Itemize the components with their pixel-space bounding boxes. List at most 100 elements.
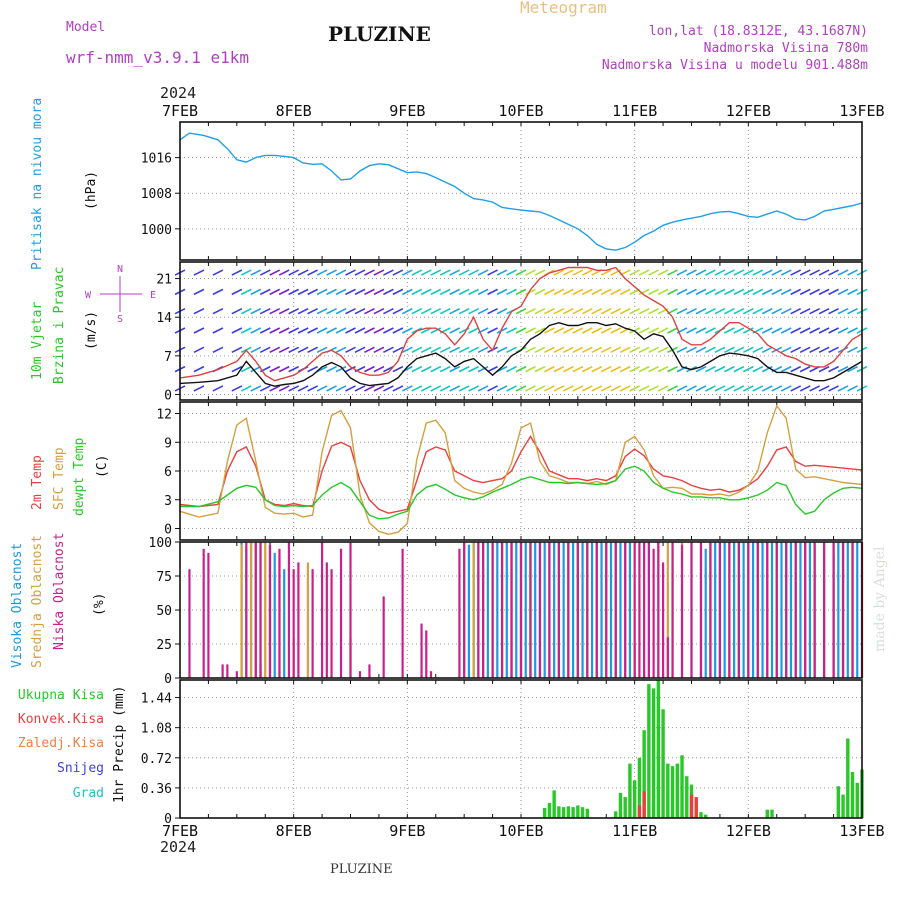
bar-niska-oblacnost — [330, 569, 333, 678]
wind-barb — [515, 365, 527, 373]
bar-ukupna-kisa — [699, 812, 703, 818]
wind-barb — [335, 269, 347, 276]
date-tick-label-bottom: 7FEB — [162, 822, 198, 840]
wind-barb — [364, 269, 375, 276]
ytick-label: 21 — [156, 273, 172, 288]
panel-precip: 0 0.36 0.72 1.08 1.44 — [141, 679, 864, 827]
wind-barb — [610, 288, 622, 296]
bar-visoka-oblacnost — [619, 542, 622, 678]
wind-compass: N S W E — [85, 264, 156, 325]
wind-barb — [316, 327, 328, 334]
wind-barb — [771, 327, 783, 334]
wind-barb — [761, 346, 773, 354]
wind-barb — [420, 385, 432, 392]
bar-konvek-kisa — [694, 797, 698, 818]
wind-barb — [724, 365, 735, 373]
date-tick-label-bottom: 8FEB — [276, 822, 312, 840]
wind-barb — [193, 385, 205, 392]
wind-barb — [790, 307, 802, 315]
ytick-label: 0.36 — [141, 782, 172, 797]
bar-ukupna-kisa — [666, 763, 670, 818]
wind-barb — [648, 327, 659, 334]
bar-niska-oblacnost — [633, 542, 636, 678]
bar-visoka-oblacnost — [609, 542, 613, 678]
bar-visoka-oblacnost — [799, 542, 802, 678]
bar-niska-oblacnost — [463, 542, 466, 678]
legend-graupel: Grad — [72, 786, 104, 801]
wind-barb — [193, 346, 205, 354]
wind-barb — [733, 327, 745, 334]
wind-barb — [780, 288, 792, 296]
wind-barb — [799, 269, 811, 276]
legend-snow: Snijeg — [57, 761, 104, 776]
model-elevation-label: Nadmorska Visina u modelu 901.488m — [601, 58, 868, 73]
wind-barb — [364, 288, 375, 296]
bar-ukupna-kisa — [542, 807, 547, 818]
wind-barb — [231, 365, 243, 373]
wind-barb — [439, 365, 451, 373]
bar-niska-oblacnost — [429, 671, 433, 678]
bar-visoka-oblacnost — [553, 542, 556, 678]
wind-barb — [847, 346, 858, 354]
wind-barb — [591, 288, 603, 296]
wind-barb — [269, 307, 281, 315]
wind-barb — [705, 307, 716, 315]
bar-niska-oblacnost — [614, 542, 617, 678]
wind-barb — [193, 365, 205, 373]
wind-barb — [525, 269, 536, 276]
wind-barb — [231, 327, 243, 334]
wind-barb — [847, 327, 858, 334]
wind-barb — [818, 288, 830, 296]
wind-barb — [705, 288, 716, 296]
date-tick-label-top: 8FEB — [276, 102, 312, 120]
bar-ukupna-kisa — [770, 809, 774, 818]
wind-barb — [477, 346, 489, 354]
panel-frame — [179, 121, 863, 261]
wind-barb — [439, 346, 451, 354]
wind-barb — [240, 385, 252, 392]
bar-niska-oblacnost — [557, 542, 560, 678]
wind-barb — [345, 385, 356, 392]
wind-barb — [667, 269, 678, 276]
wind-barb — [799, 327, 811, 334]
wind-barb — [477, 288, 489, 296]
wind-barb — [420, 365, 432, 373]
wind-barb — [231, 307, 243, 315]
bar-niska-oblacnost — [766, 542, 769, 678]
wind-barb — [544, 346, 555, 354]
wind-barb — [818, 385, 830, 392]
ytick-label: 1.44 — [141, 692, 172, 707]
time-axis-labels: 7FEB 7FEB 8FEB 8FEB 9FEB 9FEB 10FEB 10FEB 11FEB 1… — [162, 102, 885, 840]
wind-barb — [818, 327, 830, 334]
wind-barb — [600, 385, 612, 392]
wind-barb — [600, 288, 612, 296]
wind-barb — [752, 346, 764, 354]
wind-barb — [259, 346, 271, 354]
wind-barb — [780, 365, 792, 373]
wind-barb — [297, 288, 309, 296]
bar-niska-oblacnost — [287, 542, 291, 678]
bar-niska-oblacnost — [586, 542, 589, 678]
wind-barb — [420, 269, 432, 276]
wind-barb — [345, 307, 356, 315]
wind-barb — [828, 365, 839, 373]
wind-barb — [354, 327, 366, 334]
wind-barb — [695, 346, 707, 354]
wind-barb — [496, 346, 508, 354]
wind-barb — [515, 269, 527, 276]
wind-barb — [610, 385, 622, 392]
wind-barb — [563, 385, 574, 392]
wind-barb — [212, 269, 224, 276]
bar-visoka-oblacnost — [628, 542, 632, 678]
wind-barb — [581, 288, 593, 296]
bar-niska-oblacnost — [652, 548, 655, 678]
bar-niska-oblacnost — [245, 542, 248, 678]
wind-barb — [297, 269, 309, 276]
wind-barb — [847, 385, 858, 392]
panel-frame — [179, 679, 863, 819]
wind-barb — [648, 385, 659, 392]
bar-niska-oblacnost — [425, 630, 428, 678]
ytick-label: 0 — [164, 812, 172, 827]
wind-barb — [307, 288, 318, 296]
